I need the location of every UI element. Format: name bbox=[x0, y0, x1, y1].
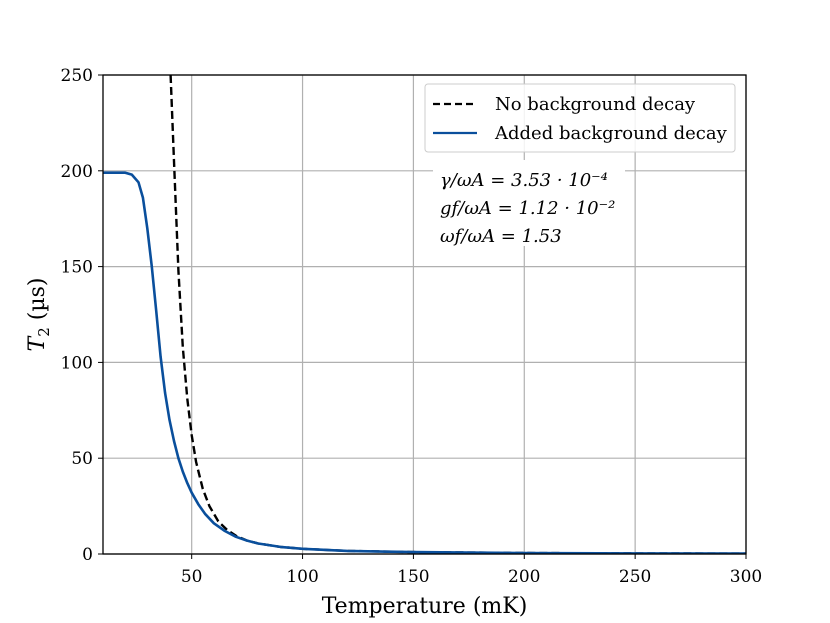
annotation-gamma: γ/ωA = 3.53 · 10⁻⁴ bbox=[440, 170, 608, 191]
x-tick-label: 250 bbox=[619, 567, 651, 587]
annotation-box bbox=[433, 160, 625, 246]
parameter-annotation: γ/ωA = 3.53 · 10⁻⁴ gf/ωA = 1.12 · 10⁻² ω… bbox=[433, 160, 625, 247]
y-axis-unit: (µs) bbox=[25, 278, 50, 328]
x-tick-label: 150 bbox=[397, 567, 429, 587]
x-tick-label: 200 bbox=[508, 567, 540, 587]
x-tick-label: 100 bbox=[286, 567, 318, 587]
axis-ticks: 50 100 150 200 250 300 0 50 100 150 200 250 bbox=[61, 66, 763, 587]
y-tick-label: 250 bbox=[61, 66, 93, 86]
x-axis-label: Temperature (mK) bbox=[322, 594, 528, 619]
y-tick-label: 100 bbox=[61, 353, 93, 373]
x-tick-label: 50 bbox=[181, 567, 203, 587]
legend-box bbox=[424, 83, 736, 153]
legend-label-added-background: Added background decay bbox=[494, 123, 728, 144]
annotation-gf: gf/ωA = 1.12 · 10⁻² bbox=[440, 198, 615, 219]
y-axis-label: T2 (µs) bbox=[25, 278, 53, 352]
plot-frame bbox=[102, 74, 747, 555]
series-line-added-background-decay bbox=[103, 171, 746, 554]
legend: No background decay Added background dec… bbox=[424, 83, 736, 153]
y-tick-label: 150 bbox=[61, 258, 93, 278]
y-axis-symbol: T bbox=[25, 334, 50, 351]
legend-label-no-background: No background decay bbox=[495, 94, 696, 115]
y-tick-label: 0 bbox=[82, 545, 93, 565]
y-tick-label: 50 bbox=[71, 449, 93, 469]
annotation-omega-f: ωf/ωA = 1.53 bbox=[440, 226, 562, 247]
series-lines bbox=[103, 75, 746, 554]
x-tick-label: 300 bbox=[730, 567, 762, 587]
y-tick-label: 200 bbox=[61, 162, 93, 182]
y-axis-subscript: 2 bbox=[35, 327, 53, 337]
